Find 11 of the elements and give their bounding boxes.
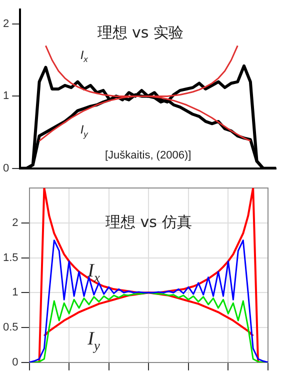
y-tick-label: 2 [2,18,10,30]
y-tick-label: 0 [12,356,18,368]
y-tick-label: 0.5 [2,322,18,334]
y-tick-label: 1.5 [2,252,18,264]
y-tick-label: 2 [12,216,18,229]
y-tick-label: 1 [12,286,18,299]
text: 理想 vs 仿真 [106,212,192,231]
y-tick-label: 0 [2,162,10,174]
y-tick-label: 1 [2,90,10,102]
text: 理想 vs 实验 [97,23,184,42]
annotation: [Juškaitis, (2006)] [104,150,192,162]
